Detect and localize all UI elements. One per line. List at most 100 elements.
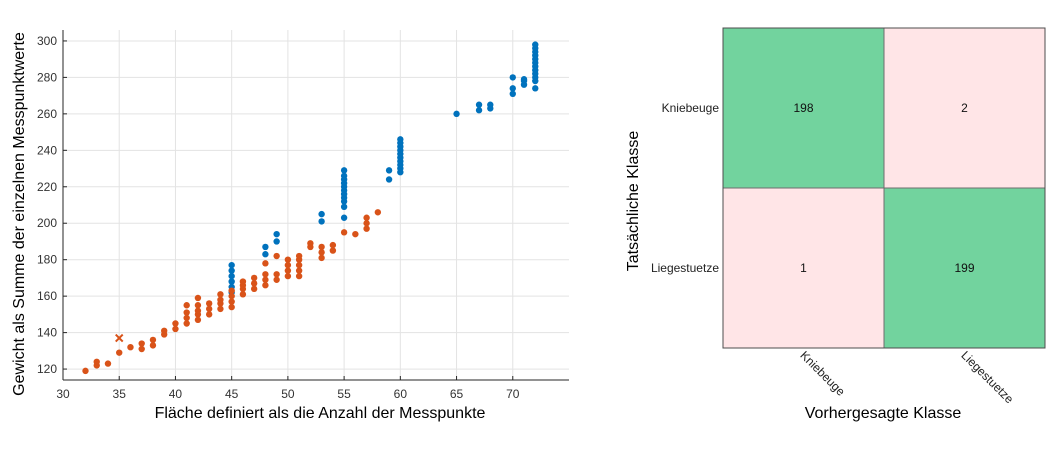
scatter-x-ticks: 30 35 40 45 50 55 60 65 70 <box>56 376 520 401</box>
confusion-matrix-cell-value: 1 <box>800 261 807 275</box>
scatter-x-tick-label: 55 <box>337 387 351 401</box>
scatter-point-series-1 <box>318 210 325 218</box>
confusion-matrix-row-label: Kniebeuge <box>662 101 720 115</box>
scatter-point-series-2 <box>82 367 89 375</box>
scatter-point-series-2 <box>250 285 258 293</box>
confusion-matrix-cell <box>883 27 1046 189</box>
scatter-plot-area <box>63 30 569 380</box>
scatter-point-series-2 <box>138 345 145 353</box>
confusion-matrix-row-labels: Kniebeuge Liegestuetze <box>651 101 719 275</box>
scatter-point-series-2 <box>284 256 292 263</box>
scatter-point-series-1 <box>340 214 348 221</box>
scatter-point-series-1 <box>340 203 348 211</box>
scatter-point-series-1 <box>340 172 348 180</box>
scatter-point-series-2 <box>183 314 190 322</box>
scatter-point-series-2 <box>93 358 100 365</box>
scatter-point-series-2 <box>183 302 190 309</box>
scatter-y-axis-title: Gewicht als Summe der einzelnen Messpunk… <box>11 32 28 396</box>
scatter-point-series-1 <box>475 101 483 108</box>
scatter-point-series-2 <box>205 311 213 318</box>
scatter-point-series-2 <box>318 249 325 256</box>
scatter-x-tick-label: 45 <box>225 387 239 401</box>
scatter-point-series-2 <box>363 225 370 232</box>
scatter-point-series-2 <box>205 305 213 313</box>
scatter-point-series-2 <box>363 220 370 227</box>
scatter-y-ticks: 120 140 160 180 200 220 240 260 280 300 <box>37 34 67 376</box>
scatter-point-series-1 <box>532 85 539 92</box>
scatter-point-series-2 <box>217 296 224 303</box>
scatter-point-series-2 <box>329 241 337 249</box>
scatter-point-x-stroke <box>115 333 124 343</box>
scatter-point-series-2 <box>340 229 348 236</box>
confusion-matrix-row-label: Liegestuetze <box>651 261 719 275</box>
scatter-point-series-1 <box>262 243 269 251</box>
scatter-point-series-1 <box>509 74 516 81</box>
scatter-point-series-2 <box>138 340 145 347</box>
scatter-point-series-2 <box>284 272 292 280</box>
scatter-x-tick-label: 40 <box>169 387 183 401</box>
confusion-matrix-y-axis-title: Tatsächliche Klasse <box>625 131 642 272</box>
scatter-x-tick-label: 35 <box>113 387 127 401</box>
confusion-matrix: 198 2 1 199 Kniebeuge Liegestuetze Kniebeuge… <box>625 27 1046 422</box>
scatter-point-series-2 <box>228 287 235 294</box>
scatter-point-series-2 <box>217 291 224 298</box>
confusion-matrix-col-label: Liegestuetze <box>958 348 1016 406</box>
scatter-point-series-2 <box>228 292 235 300</box>
scatter-point-series-2 <box>194 294 202 302</box>
scatter-point-series-2 <box>273 276 280 283</box>
scatter-point-series-2 <box>194 316 202 324</box>
scatter-point-series-2 <box>127 343 134 351</box>
scatter-x-tick-label: 60 <box>394 387 408 401</box>
scatter-point-x-marker <box>115 333 124 343</box>
scatter-point-series-1 <box>397 136 404 143</box>
scatter-point-series-2 <box>104 360 112 367</box>
scatter-point-series-1 <box>385 167 393 174</box>
scatter-point-series-2 <box>217 305 224 313</box>
scatter-point-series-1 <box>228 272 235 280</box>
scatter-y-tick-label: 160 <box>37 289 57 303</box>
confusion-matrix-cell-value: 199 <box>954 261 974 275</box>
scatter-point-series-1 <box>453 110 460 118</box>
scatter-point-series-1 <box>509 85 516 92</box>
scatter-point-series-2 <box>262 276 269 283</box>
scatter-point-series-1 <box>532 41 539 48</box>
confusion-matrix-border <box>722 27 1046 349</box>
scatter-y-tick-label: 260 <box>37 107 57 121</box>
scatter-point-series-2 <box>172 320 179 327</box>
scatter-y-tick-label: 180 <box>37 253 57 267</box>
scatter-point-series-2 <box>194 307 202 314</box>
confusion-matrix-cells: 198 2 1 199 <box>722 27 1046 349</box>
scatter-point-series-1 <box>228 278 235 285</box>
scatter-point-series-2 <box>295 261 303 269</box>
scatter-point-series-2 <box>284 261 292 269</box>
scatter-y-tick-label: 300 <box>37 34 57 48</box>
scatter-point-series-2 <box>295 252 303 260</box>
scatter-point-series-1 <box>385 176 393 183</box>
scatter-chart: 30 35 40 45 50 55 60 65 70 120 140 160 180 200 220 240… <box>11 30 569 422</box>
scatter-point-series-1 <box>509 90 516 98</box>
scatter-x-tick-label: 70 <box>506 387 520 401</box>
scatter-point-series-1 <box>273 238 280 245</box>
scatter-y-tick-label: 200 <box>37 216 57 230</box>
confusion-matrix-cell-value: 198 <box>793 101 813 115</box>
scatter-point-series-2 <box>149 342 157 349</box>
confusion-matrix-cell <box>722 187 885 349</box>
scatter-y-tick-label: 280 <box>37 70 57 84</box>
scatter-point-series-2 <box>295 272 303 280</box>
scatter-point-series-2 <box>363 214 370 221</box>
confusion-matrix-cell-value: 2 <box>961 101 968 115</box>
scatter-point-series-2 <box>239 278 247 285</box>
scatter-point-series-2 <box>183 320 190 327</box>
confusion-matrix-x-axis-title: Vorhergesagte Klasse <box>805 405 962 422</box>
scatter-y-tick-label: 240 <box>37 143 57 157</box>
scatter-point-series-2 <box>374 209 382 216</box>
scatter-point-series-1 <box>520 76 528 83</box>
scatter-y-tick-label: 120 <box>37 362 57 376</box>
scatter-point-series-2 <box>250 280 258 287</box>
scatter-point-series-2 <box>228 298 235 305</box>
scatter-point-series-2 <box>239 291 247 298</box>
confusion-matrix-col-labels: Kniebeuge Liegestuetze <box>797 348 1016 406</box>
scatter-point-series-2 <box>262 260 269 267</box>
scatter-point-series-2 <box>262 282 269 289</box>
